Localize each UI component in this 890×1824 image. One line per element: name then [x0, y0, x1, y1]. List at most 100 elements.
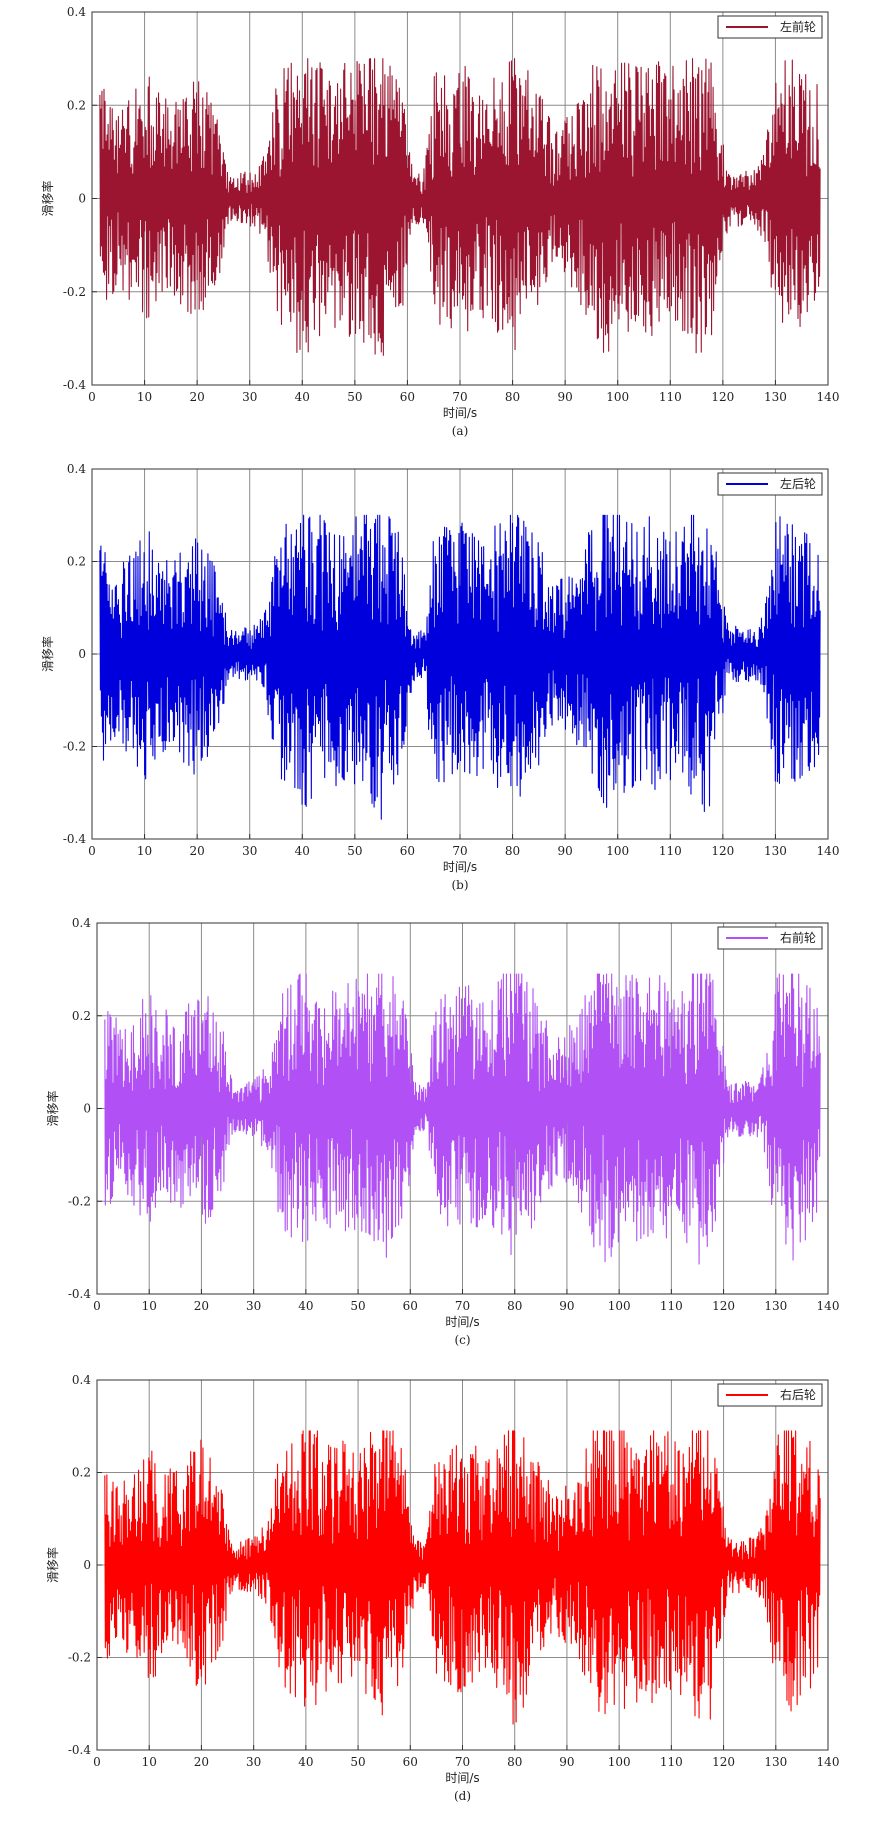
x-tick-label: 110 — [660, 1299, 683, 1313]
y-axis-label: 滑移率 — [45, 1547, 60, 1583]
y-tick-label: -0.4 — [68, 1743, 92, 1757]
x-tick-label: 60 — [400, 844, 415, 858]
x-tick-label: 130 — [764, 390, 787, 404]
y-tick-label: -0.2 — [63, 285, 86, 299]
x-axis-label: 时间/s — [445, 1315, 479, 1329]
x-tick-label: 20 — [194, 1299, 209, 1313]
x-tick-label: 10 — [137, 844, 152, 858]
x-tick-label: 0 — [93, 1755, 101, 1769]
y-axis-label: 滑移率 — [45, 1090, 60, 1126]
x-tick-label: 110 — [659, 390, 682, 404]
x-axis-label: 时间/s — [445, 1771, 479, 1785]
x-tick-label: 120 — [711, 844, 734, 858]
y-tick-label: 0.2 — [67, 98, 86, 112]
x-tick-label: 60 — [403, 1755, 418, 1769]
x-tick-label: 70 — [455, 1299, 470, 1313]
x-tick-label: 50 — [347, 844, 362, 858]
legend-label: 右后轮 — [780, 1387, 816, 1402]
y-tick-label: -0.4 — [63, 378, 87, 392]
panel-caption: (c) — [454, 1333, 470, 1347]
chart-panel: 0 10 20 30 40 50 60 70 80 90 100 110 120 130 140 -0.4 -0… — [40, 5, 839, 438]
y-tick-label: 0 — [78, 647, 86, 661]
y-tick-label: -0.2 — [68, 1194, 91, 1208]
x-tick-label: 140 — [817, 844, 840, 858]
x-tick-label: 100 — [606, 390, 629, 404]
x-tick-label: 60 — [400, 390, 415, 404]
x-tick-label: 20 — [190, 390, 205, 404]
x-tick-label: 110 — [660, 1755, 683, 1769]
legend-box — [717, 15, 823, 39]
series-line — [99, 514, 821, 820]
legend-box — [717, 926, 823, 950]
x-tick-label: 130 — [764, 1755, 787, 1769]
series-line — [99, 58, 821, 356]
x-tick-label: 10 — [142, 1755, 157, 1769]
y-tick-label: 0.2 — [67, 555, 86, 569]
y-tick-label: 0.2 — [72, 1466, 91, 1480]
legend-label: 左后轮 — [780, 476, 816, 491]
plot-frame — [96, 922, 829, 1295]
y-tick-label: 0 — [83, 1558, 91, 1572]
series-line — [104, 973, 821, 1265]
plot-frame — [96, 1379, 829, 1751]
y-tick-label: 0 — [78, 192, 86, 206]
panel-caption: (b) — [451, 878, 468, 892]
x-tick-label: 40 — [298, 1299, 313, 1313]
chart-panel: 0 10 20 30 40 50 60 70 80 90 100 110 120 130 140 -0.4 -0… — [45, 1373, 839, 1803]
x-tick-label: 70 — [452, 844, 467, 858]
x-tick-label: 140 — [817, 1755, 840, 1769]
x-tick-label: 70 — [455, 1755, 470, 1769]
x-tick-label: 30 — [242, 390, 257, 404]
plot-frame — [91, 468, 829, 840]
series-line — [104, 1430, 821, 1725]
x-tick-label: 20 — [194, 1755, 209, 1769]
y-tick-label: 0.4 — [72, 916, 91, 930]
x-tick-label: 90 — [558, 390, 573, 404]
legend-box — [717, 1383, 823, 1407]
y-tick-label: 0.4 — [67, 5, 86, 19]
x-tick-label: 70 — [452, 390, 467, 404]
x-tick-label: 50 — [350, 1755, 365, 1769]
y-axis-label: 滑移率 — [40, 180, 55, 216]
x-axis-label: 时间/s — [443, 860, 477, 874]
y-tick-label: 0 — [83, 1102, 91, 1116]
y-tick-label: -0.2 — [68, 1651, 91, 1665]
x-tick-label: 90 — [558, 844, 573, 858]
x-tick-label: 0 — [88, 844, 96, 858]
x-tick-label: 120 — [712, 1755, 735, 1769]
x-tick-label: 0 — [88, 390, 96, 404]
plot-frame — [91, 11, 829, 386]
chart-panel: 0 10 20 30 40 50 60 70 80 90 100 110 120 130 140 -0.4 -0… — [40, 462, 839, 892]
y-tick-label: 0.4 — [72, 1373, 91, 1387]
x-tick-label: 130 — [764, 1299, 787, 1313]
x-tick-label: 30 — [242, 844, 257, 858]
legend-box — [717, 472, 823, 496]
x-tick-label: 110 — [659, 844, 682, 858]
x-tick-label: 80 — [505, 844, 520, 858]
y-tick-label: -0.4 — [63, 832, 87, 846]
x-tick-label: 50 — [350, 1299, 365, 1313]
x-tick-label: 100 — [608, 1299, 631, 1313]
x-tick-label: 80 — [505, 390, 520, 404]
x-tick-label: 20 — [190, 844, 205, 858]
x-tick-label: 40 — [295, 844, 310, 858]
y-tick-label: 0.4 — [67, 462, 86, 476]
y-tick-label: -0.2 — [63, 740, 86, 754]
x-tick-label: 10 — [142, 1299, 157, 1313]
x-tick-label: 60 — [403, 1299, 418, 1313]
y-axis-label: 滑移率 — [40, 636, 55, 672]
x-tick-label: 130 — [764, 844, 787, 858]
y-tick-label: -0.4 — [68, 1287, 92, 1301]
x-tick-label: 100 — [608, 1755, 631, 1769]
x-tick-label: 0 — [93, 1299, 101, 1313]
legend-label: 右前轮 — [780, 930, 816, 945]
x-tick-label: 90 — [559, 1299, 574, 1313]
chart-panel: 0 10 20 30 40 50 60 70 80 90 100 110 120 130 140 -0.4 -0… — [45, 916, 839, 1347]
x-tick-label: 100 — [606, 844, 629, 858]
x-tick-label: 90 — [559, 1755, 574, 1769]
x-tick-label: 30 — [246, 1299, 261, 1313]
panel-caption: (d) — [454, 1789, 471, 1803]
x-tick-label: 10 — [137, 390, 152, 404]
x-tick-label: 80 — [507, 1299, 522, 1313]
